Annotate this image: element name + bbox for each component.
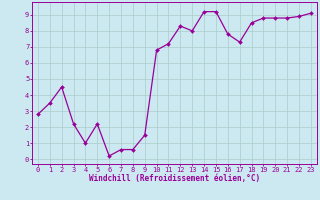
X-axis label: Windchill (Refroidissement éolien,°C): Windchill (Refroidissement éolien,°C) <box>89 174 260 183</box>
